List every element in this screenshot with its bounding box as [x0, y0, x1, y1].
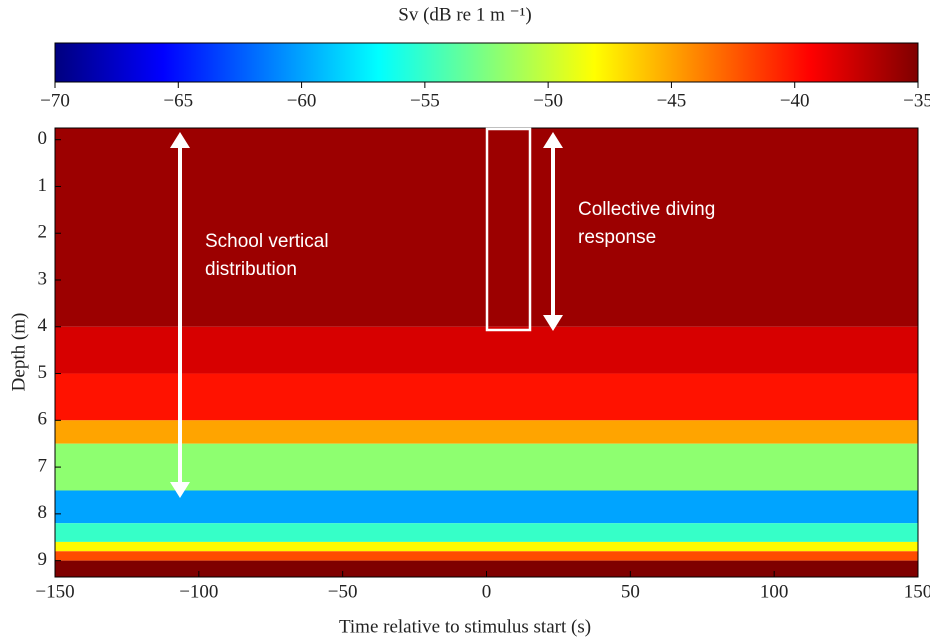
colorbar-tick-label: −60 [287, 90, 317, 111]
y-tick-label: 4 [38, 315, 48, 336]
y-tick-label: 3 [38, 268, 48, 289]
annotation: School vertical [205, 231, 329, 252]
depth-band [55, 443, 918, 491]
depth-band [55, 541, 918, 552]
depth-band [55, 326, 918, 374]
y-tick-label: 0 [38, 128, 48, 149]
annotation: distribution [205, 259, 297, 280]
depth-band [55, 523, 918, 542]
x-tick-label: −100 [179, 581, 218, 602]
depth-band [55, 490, 918, 524]
colorbar-tick-label: −40 [780, 90, 810, 111]
colorbar-tick-label: −65 [163, 90, 193, 111]
colorbar-tick-label: −70 [40, 90, 70, 111]
x-tick-label: 150 [904, 581, 930, 602]
y-tick-label: 9 [38, 549, 48, 570]
y-tick-label: 2 [38, 222, 48, 243]
x-tick-label: 100 [760, 581, 789, 602]
y-tick-label: 6 [38, 409, 48, 430]
highlight-box [485, 127, 532, 332]
y-axis-label: Depth (m) [8, 313, 29, 392]
colorbar-tick-label: −45 [657, 90, 687, 111]
colorbar [54, 42, 919, 83]
x-tick-label: 50 [621, 581, 640, 602]
x-tick-label: −50 [328, 581, 358, 602]
annotation: Collective diving [578, 199, 715, 220]
colorbar-tick-label: −35 [903, 90, 930, 111]
y-tick-label: 1 [38, 175, 48, 196]
colorbar-tick-label: −50 [533, 90, 563, 111]
y-tick-label: 5 [38, 362, 48, 383]
depth-band [55, 551, 918, 561]
depth-band [55, 373, 918, 421]
depth-band [55, 560, 918, 577]
y-tick-label: 8 [38, 502, 48, 523]
colorbar-tick-label: −55 [410, 90, 440, 111]
annotation: response [578, 227, 656, 248]
annotation-shapes [170, 127, 563, 498]
depth-band [55, 420, 918, 444]
y-tick-label: 7 [38, 455, 48, 476]
x-axis-label: Time relative to stimulus start (s) [339, 616, 591, 637]
x-tick-label: 0 [482, 581, 492, 602]
colorbar-title: Sv (dB re 1 m ⁻¹) [398, 4, 531, 25]
x-tick-label: −150 [35, 581, 74, 602]
